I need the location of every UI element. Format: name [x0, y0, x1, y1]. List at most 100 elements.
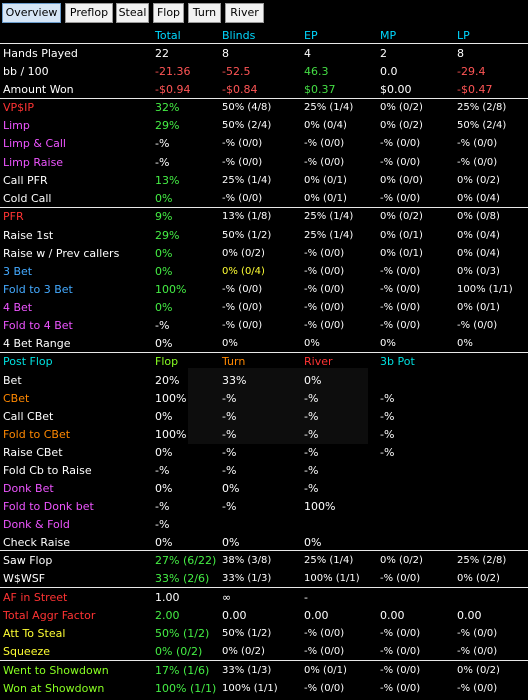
stat-row: Limp & Call -% -% (0/0) -% (0/0) -% (0/0) -% … [0, 135, 528, 153]
stat-value: -% (0/0) [304, 320, 345, 331]
stat-label: Call CBet [3, 410, 54, 423]
stat-label: Fold to Donk bet [3, 500, 94, 513]
stat-value: -% (0/0) [304, 266, 345, 277]
stat-value: 0% (0/2) [222, 248, 265, 259]
stat-value: -% (0/0) [222, 138, 263, 149]
tab-flop[interactable]: Flop [153, 3, 184, 23]
stat-value: -% [304, 410, 319, 423]
stat-value: -% (0/0) [380, 573, 421, 584]
stat-value: 38% (3/8) [222, 555, 272, 566]
stat-value: -% (0/0) [380, 646, 421, 657]
stat-value: 0% (0/1) [304, 175, 347, 186]
stat-value: 13% [155, 174, 180, 187]
stat-value: 9% [155, 210, 173, 223]
stat-label: Fold to CBet [3, 428, 71, 441]
stat-row: Call PFR 13% 25% (1/4) 0% (0/1) 0% (0/0) 0% (… [0, 172, 528, 190]
stat-value: -% [155, 518, 170, 531]
stat-label: Won at Showdown [3, 682, 105, 695]
stat-row: Saw Flop 27% (6/22) 38% (3/8) 25% (1/4) 0% (… [0, 552, 528, 570]
tab-preflop[interactable]: Preflop [65, 3, 113, 23]
stat-value: -% (0/0) [380, 157, 421, 168]
stat-value: -% (0/0) [304, 138, 345, 149]
stat-value: MP [380, 29, 397, 42]
tab-overview[interactable]: Overview [2, 3, 61, 23]
stat-label: Hands Played [3, 47, 78, 60]
stat-value: -% [304, 428, 319, 441]
tab-bar: Overview Preflop Steal Flop Turn River [0, 0, 528, 26]
stat-value: 0% (0/2) [380, 102, 423, 113]
stat-value: 25% (1/4) [304, 102, 354, 113]
stat-value: 0% (0/1) [457, 302, 500, 313]
stat-row: PFR 9% 13% (1/8) 25% (1/4) 0% (0/2) 0% (0/8) [0, 208, 528, 226]
stat-value: 25% (1/4) [304, 230, 354, 241]
stat-value: -% (0/0) [380, 284, 421, 295]
stat-label: Total Aggr Factor [3, 609, 96, 622]
section-divider [0, 660, 528, 661]
stat-value: 3b Pot [380, 355, 415, 368]
stat-value: 0% [380, 338, 396, 349]
tab-steal[interactable]: Steal [116, 3, 149, 23]
section-divider [0, 550, 528, 551]
stat-row: Fold Cb to Raise -% -% -% [0, 462, 528, 480]
stat-value: 0.00 [304, 609, 329, 622]
stat-value: -% (0/0) [304, 646, 345, 657]
stat-value: 2 [380, 47, 387, 60]
stat-value: -% (0/0) [380, 193, 421, 204]
stat-value: 0% (0/2) [155, 645, 203, 658]
stat-value: 0% [155, 301, 173, 314]
tab-turn[interactable]: Turn [188, 3, 221, 23]
tab-river[interactable]: River [225, 3, 264, 23]
stat-value: 0% [155, 337, 173, 350]
stat-row: Call CBet 0% -% -% -% [0, 408, 528, 426]
stat-value: 0% (0/2) [457, 665, 500, 676]
stat-value: 8 [222, 47, 229, 60]
stat-label: Donk Bet [3, 482, 54, 495]
stat-label: VP$IP [3, 101, 35, 114]
stat-row: VP$IP 32% 50% (4/8) 25% (1/4) 0% (0/2) 25% (2… [0, 99, 528, 117]
stat-value: 0% (0/4) [457, 230, 500, 241]
stat-value: -% [155, 464, 170, 477]
stat-value: 46.3 [304, 65, 329, 78]
stat-value: -% [304, 446, 319, 459]
stat-row: Fold to Donk bet -% -% 100% [0, 498, 528, 516]
stat-value: 100% (1/1) [155, 682, 217, 695]
stat-row: 3 Bet 0% 0% (0/4) -% (0/0) -% (0/0) 0% (0/3) [0, 263, 528, 281]
section-divider [0, 352, 528, 353]
stat-value: 33% (1/3) [222, 573, 272, 584]
stat-value: 33% (2/6) [155, 572, 210, 585]
stat-label: CBet [3, 392, 30, 405]
stat-value: 0% [155, 536, 173, 549]
stat-value: 0% [304, 536, 322, 549]
stat-label: Raise w / Prev callers [3, 247, 120, 260]
stat-value: -$0.94 [155, 83, 191, 96]
stat-value: -% (0/0) [380, 628, 421, 639]
stat-value: 1.00 [155, 591, 180, 604]
stat-value: 33% (1/3) [222, 665, 272, 676]
stat-value: -% (0/0) [457, 646, 498, 657]
stat-value: ∞ [222, 591, 232, 604]
stat-value: 0.00 [222, 609, 247, 622]
stat-row: Donk Bet 0% 0% -% [0, 480, 528, 498]
stat-row: Donk & Fold -% [0, 516, 528, 534]
stat-value: 0% [457, 338, 473, 349]
stat-row: Hands Played 22 8 4 2 8 [0, 45, 528, 63]
stat-value: 50% (4/8) [222, 102, 272, 113]
stat-value: 0% (0/3) [457, 266, 500, 277]
stat-label: AF in Street [3, 591, 68, 604]
stat-value: -% (0/0) [380, 665, 421, 676]
stat-value: 0% [222, 338, 238, 349]
stat-value: 100% [155, 428, 187, 441]
stat-row: Total Blinds EP MP LP [0, 27, 528, 45]
section-divider [0, 207, 528, 208]
stat-row: Limp 29% 50% (2/4) 0% (0/4) 0% (0/2) 50% (2/4… [0, 117, 528, 135]
stat-label: Limp [3, 119, 30, 132]
stat-value: EP [304, 29, 318, 42]
stat-label: Raise 1st [3, 229, 54, 242]
stat-value: -$0.84 [222, 83, 258, 96]
stat-value: 100% [155, 392, 187, 405]
stat-value: -% (0/0) [380, 320, 421, 331]
stat-value: 17% (1/6) [155, 664, 210, 677]
stat-value: -% [222, 464, 237, 477]
stat-value: -% (0/0) [222, 157, 263, 168]
stat-value: -% [222, 410, 237, 423]
